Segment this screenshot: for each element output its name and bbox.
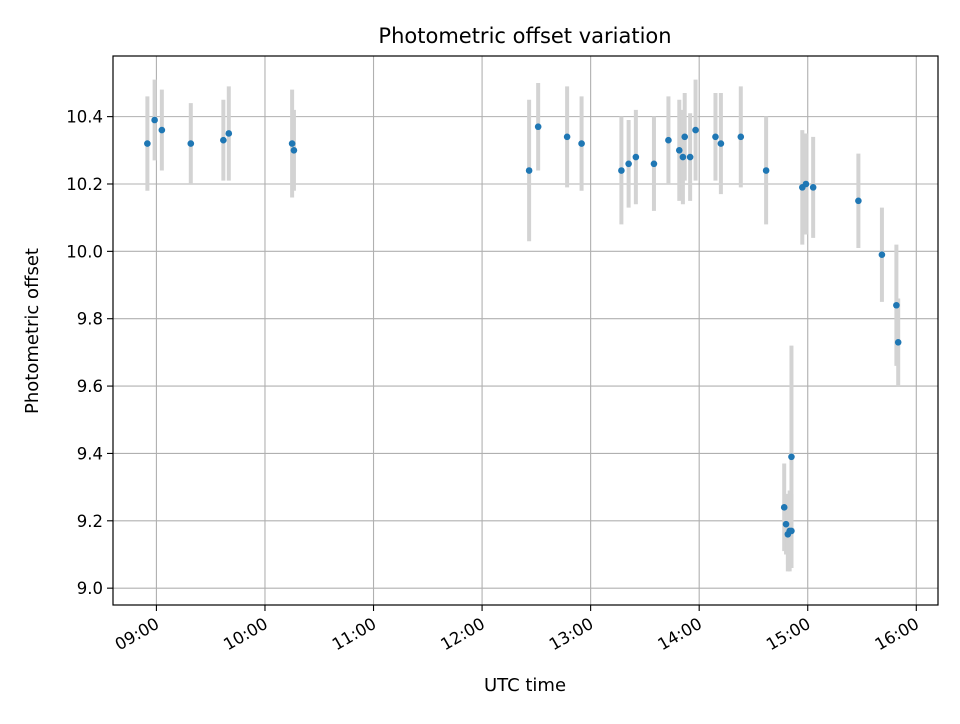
chart-title: Photometric offset variation	[378, 24, 671, 48]
data-point	[187, 140, 195, 147]
data-point	[665, 136, 672, 144]
data-point	[220, 136, 227, 144]
y-axis-label: Photometric offset	[22, 248, 43, 414]
data-point	[894, 338, 902, 346]
data-point	[809, 184, 817, 191]
y-tick-label: 9.8	[77, 310, 103, 329]
data-point	[802, 180, 810, 188]
data-points	[144, 116, 902, 538]
grid-lines	[113, 56, 938, 605]
data-point	[144, 140, 151, 147]
data-point	[878, 251, 886, 259]
data-point	[151, 116, 158, 124]
y-tick-label: 9.6	[77, 377, 103, 396]
data-point	[578, 140, 585, 147]
y-tick-label: 9.2	[77, 512, 103, 531]
data-point	[686, 153, 694, 161]
data-point	[679, 153, 687, 161]
data-point	[737, 133, 745, 141]
data-point	[650, 160, 658, 168]
data-point	[632, 153, 640, 161]
data-point	[681, 133, 689, 141]
data-point	[225, 130, 233, 137]
data-point	[712, 133, 719, 141]
data-point	[534, 123, 542, 131]
data-point	[525, 167, 533, 174]
data-point	[563, 133, 571, 141]
data-point	[717, 140, 725, 147]
data-point	[158, 126, 166, 134]
data-point	[762, 167, 770, 174]
data-point	[692, 126, 699, 134]
data-point	[788, 527, 795, 535]
y-tick-label: 9.0	[77, 579, 103, 598]
data-point	[290, 147, 298, 154]
data-point	[675, 147, 683, 154]
data-point	[625, 160, 632, 168]
data-point	[788, 453, 795, 461]
y-axis-ticks: 9.0 9.2 9.4 9.6 9.8 10.0 10.2 10.4	[66, 108, 113, 598]
y-tick-label: 10.2	[66, 175, 103, 194]
y-tick-label: 9.4	[77, 444, 103, 463]
data-point	[855, 197, 862, 205]
y-tick-label: 10.4	[66, 108, 103, 127]
data-point	[893, 301, 900, 309]
data-point	[618, 167, 625, 174]
x-axis-label: UTC time	[484, 675, 566, 696]
plot-frame	[112, 55, 939, 606]
data-point	[782, 520, 790, 528]
data-point	[288, 140, 296, 147]
y-tick-label: 10.0	[66, 242, 103, 261]
data-point	[780, 504, 788, 511]
